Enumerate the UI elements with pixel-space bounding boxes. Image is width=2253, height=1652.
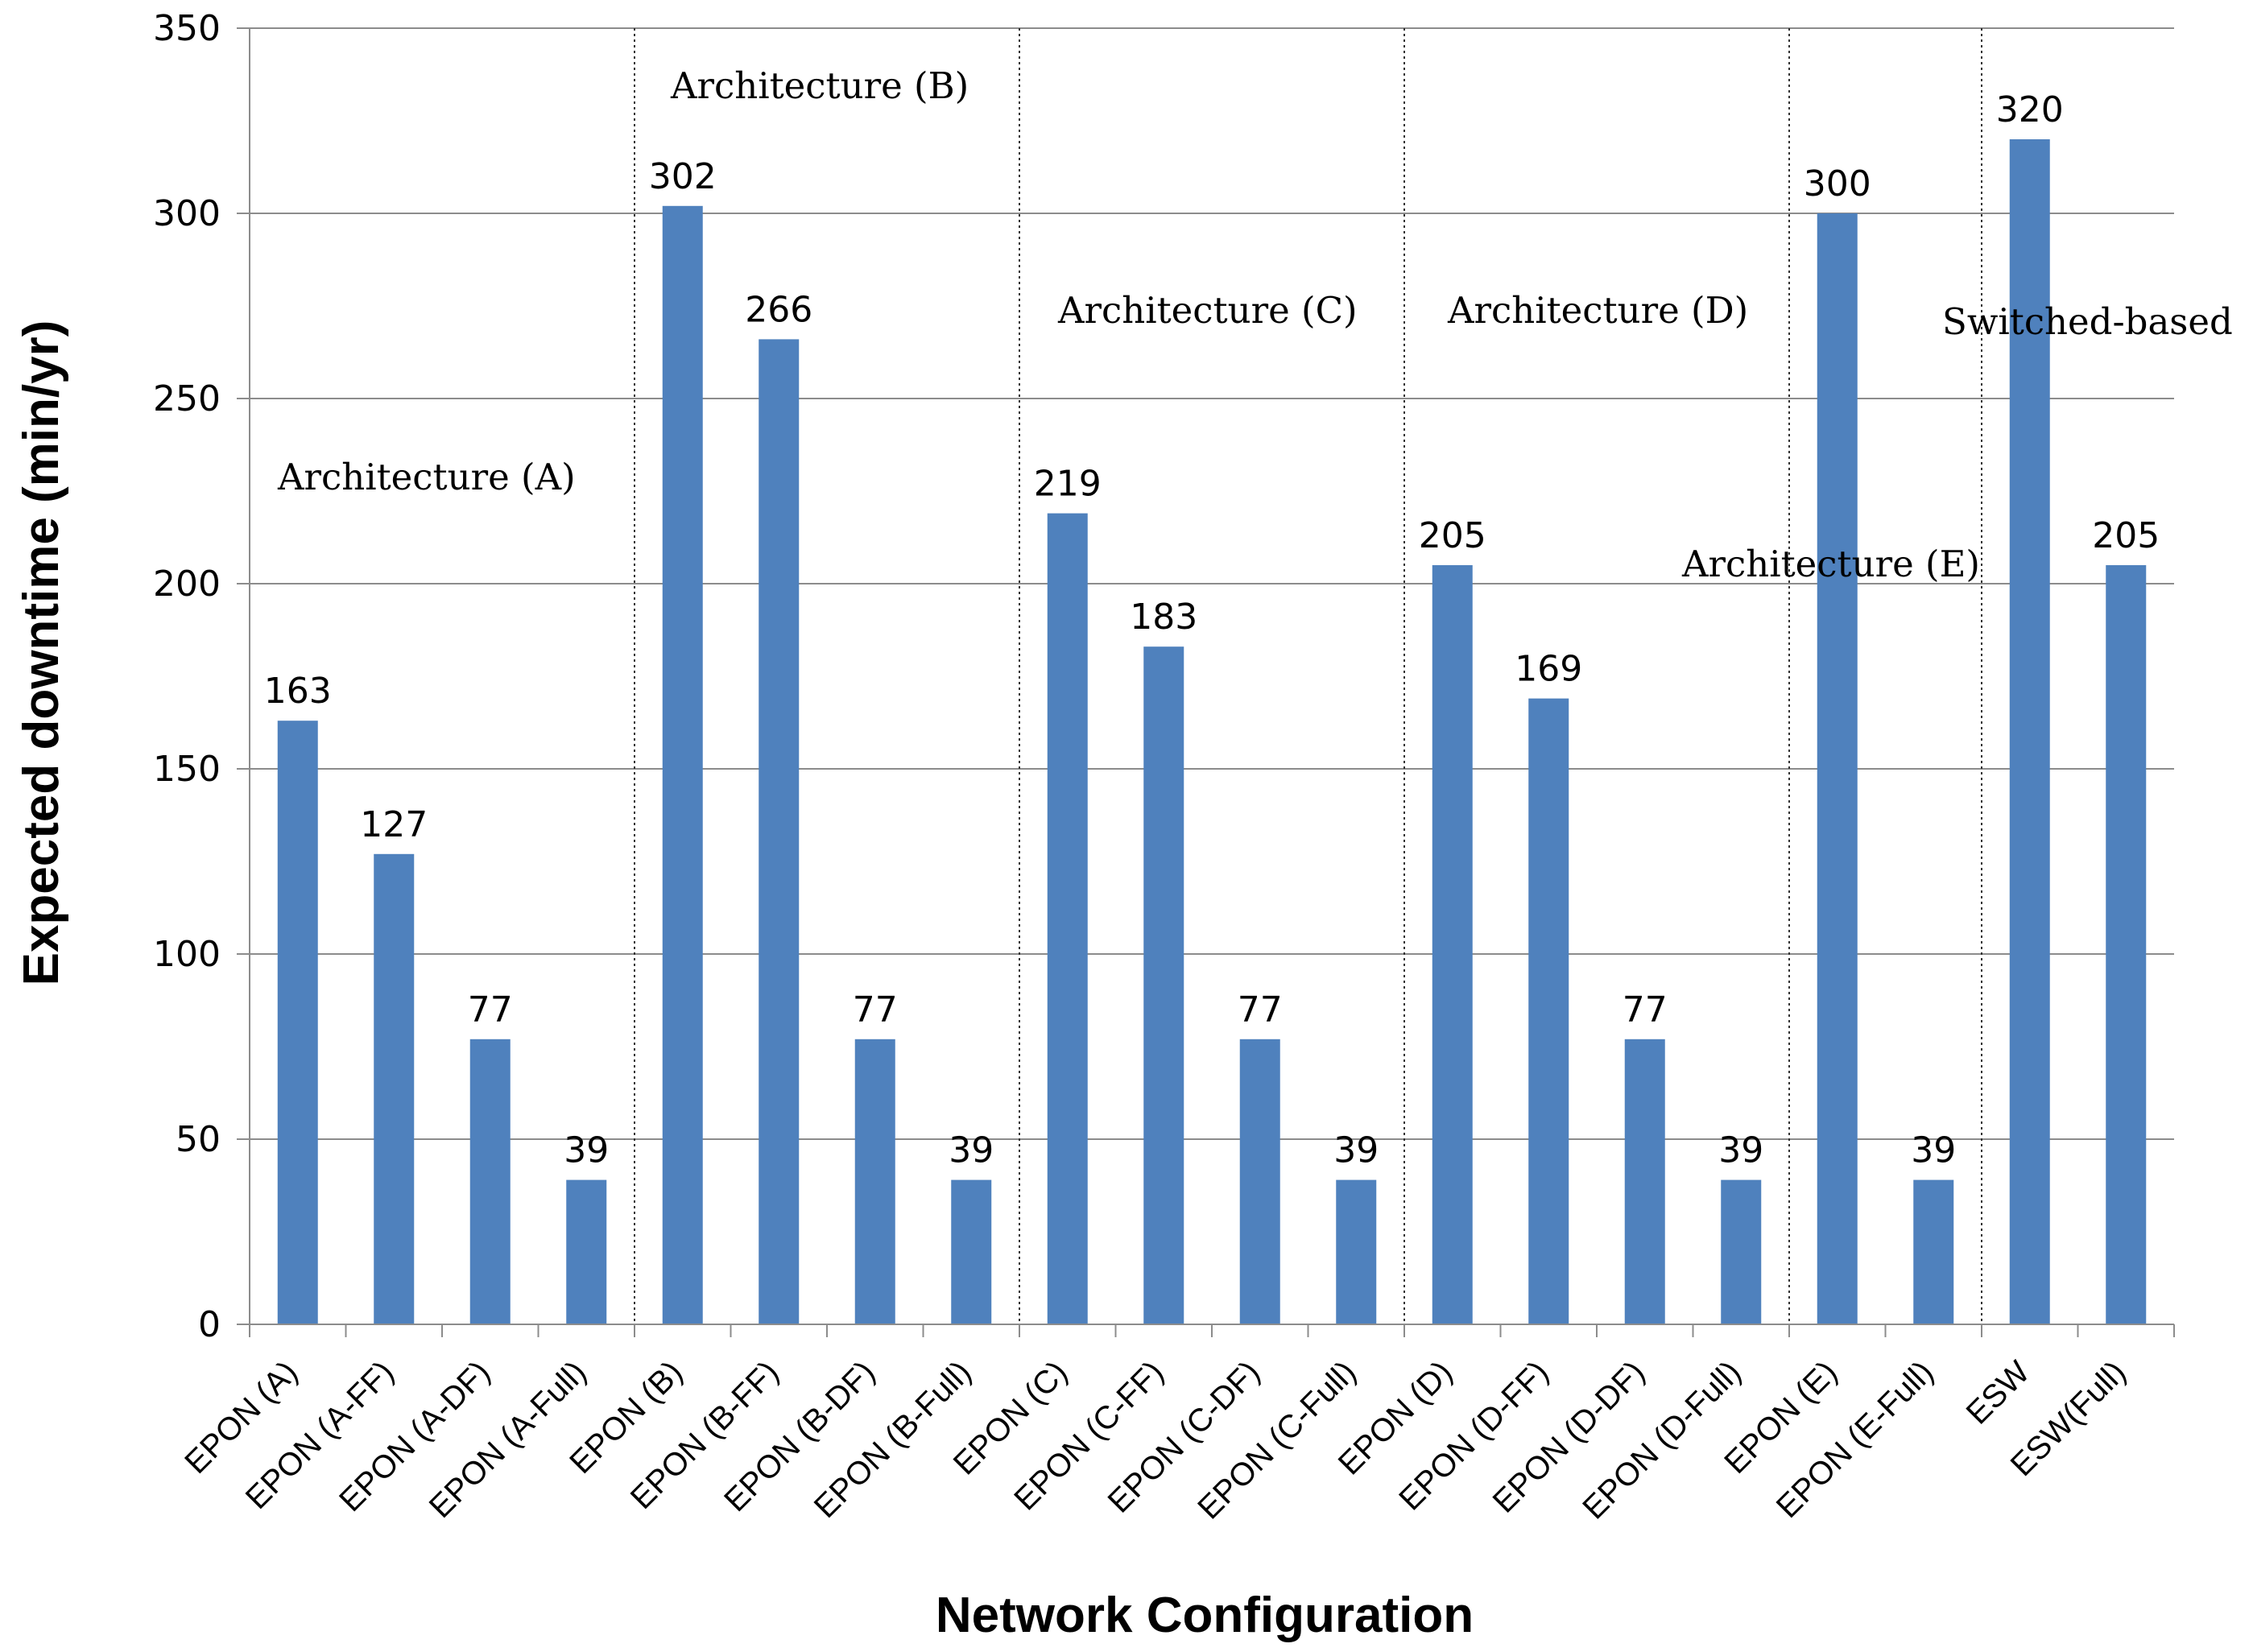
bar [1721, 1179, 1762, 1324]
y-tick-label: 350 [153, 8, 221, 49]
value-label: 302 [649, 156, 717, 197]
y-tick-label: 150 [153, 749, 221, 790]
bar [2009, 139, 2050, 1324]
bar [759, 339, 800, 1324]
x-tick-labels: EPON (A)EPON (A-FF)EPON (A-DF)EPON (A-Fu… [178, 1354, 2132, 1526]
bar [1047, 513, 1088, 1324]
value-label: 39 [564, 1130, 609, 1171]
bar [469, 1039, 511, 1324]
bar [951, 1179, 992, 1324]
bar [662, 205, 703, 1324]
value-label: 77 [1623, 989, 1668, 1030]
bar [1624, 1039, 1665, 1324]
annotation-architecture-c: Architecture (C) [1057, 289, 1358, 332]
value-label: 77 [1238, 989, 1283, 1030]
annotation-switched-based: Switched-based [1942, 300, 2233, 343]
bar [1817, 213, 1858, 1324]
value-label: 205 [2092, 515, 2160, 556]
value-label: 39 [1911, 1130, 1956, 1171]
value-label: 169 [1515, 649, 1582, 690]
value-label: 320 [1996, 89, 2064, 130]
value-label: 77 [853, 989, 898, 1030]
y-tick-label: 50 [176, 1119, 221, 1160]
value-label: 266 [745, 289, 812, 330]
annotation-architecture-e: Architecture (E) [1681, 543, 1980, 585]
value-label: 219 [1034, 464, 1102, 505]
bar [1528, 698, 1569, 1324]
annotation-architecture-a: Architecture (A) [277, 456, 576, 498]
bar [1143, 646, 1184, 1324]
axes [237, 27, 2175, 1337]
bar [374, 853, 415, 1324]
y-axis-title: Expected downtime (min/yr) [14, 320, 69, 986]
bar [2106, 565, 2147, 1324]
bar [1913, 1179, 1954, 1324]
y-tick-label: 250 [153, 378, 221, 419]
value-labels: 163 127 77 39 302 266 77 39 219 183 77 39 205 169 77 39… [264, 89, 2160, 1171]
value-label: 39 [949, 1130, 994, 1171]
value-label: 77 [468, 989, 513, 1030]
annotation-architecture-b: Architecture (B) [670, 64, 969, 107]
bar [1239, 1039, 1280, 1324]
value-label: 39 [1333, 1130, 1379, 1171]
bar [1336, 1179, 1377, 1324]
x-axis-title: Network Configuration [936, 1588, 1474, 1643]
value-label: 300 [1804, 163, 1871, 204]
bar [854, 1039, 895, 1324]
value-label: 183 [1130, 597, 1197, 638]
value-label: 127 [360, 804, 428, 845]
y-tick-label: 0 [198, 1304, 221, 1345]
y-tick-labels: 0 50 100 150 200 250 300 350 [153, 8, 221, 1345]
x-tick-label: ESW [1960, 1354, 2037, 1431]
value-label: 205 [1419, 515, 1486, 556]
bar [1432, 565, 1473, 1324]
value-label: 39 [1718, 1130, 1763, 1171]
bar [277, 721, 318, 1324]
bars [277, 139, 2147, 1324]
y-tick-label: 200 [153, 564, 221, 605]
bar [566, 1179, 607, 1324]
y-tick-label: 100 [153, 934, 221, 975]
y-tick-label: 300 [153, 193, 221, 234]
group-separators [634, 28, 1982, 1324]
annotation-architecture-d: Architecture (D) [1447, 289, 1748, 332]
value-label: 163 [264, 671, 332, 712]
gridlines [250, 27, 2174, 1140]
